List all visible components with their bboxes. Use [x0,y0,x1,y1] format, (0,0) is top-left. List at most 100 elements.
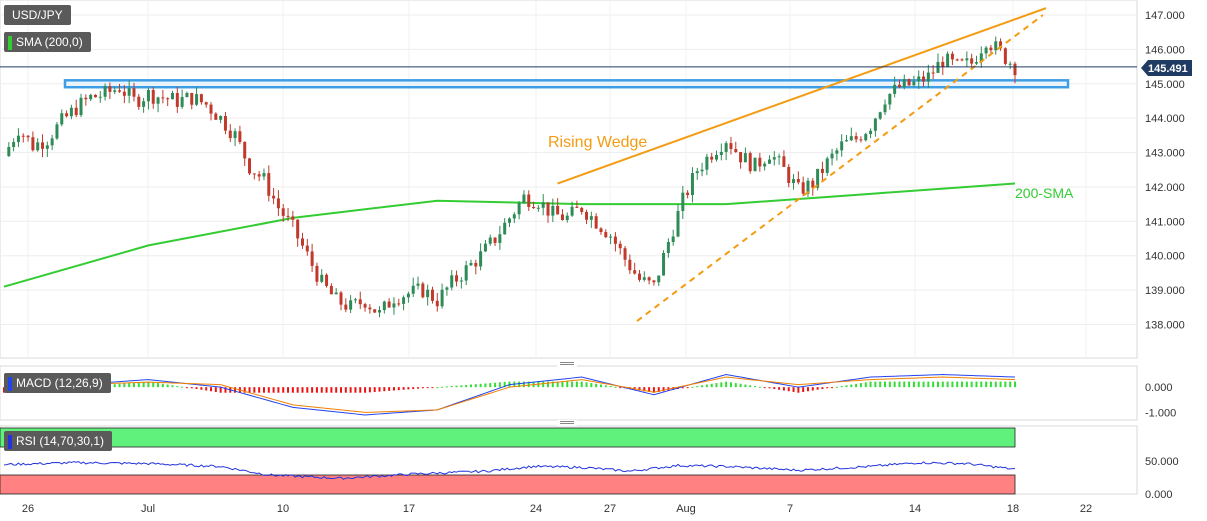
candle-body [108,86,112,92]
macd-hist-bar [113,384,116,388]
candle-body [657,275,661,283]
macd-hist-bar [397,387,400,391]
candle-body [527,194,531,208]
candle-body [113,90,117,92]
candle-body [479,251,483,267]
candle-body [580,207,584,212]
macd-hist-bar [595,383,598,388]
macd-hist-bar [936,381,939,388]
candle-body [223,116,227,131]
candle-body [830,153,834,159]
symbol-tag[interactable]: USD/JPY [4,5,71,25]
macd-hist-bar [657,387,660,392]
candle-body [127,88,131,96]
macd-hist-bar [715,383,718,388]
candle-body [262,173,266,177]
rsi-oversold-zone [0,474,1016,495]
candle-body [695,171,699,174]
candle-body [825,158,829,173]
candle-body [252,173,256,175]
macd-hist-bar [720,382,723,388]
candle-body [585,211,589,220]
macd-hist-bar [132,382,135,388]
wedge-lower-line [636,14,1044,322]
candle-body [907,79,911,86]
macd-hist-bar [922,381,925,388]
macd-hist-bar [845,385,848,388]
macd-hist-bar [152,382,155,388]
macd-hist-bar [498,382,501,388]
macd-hist-bar [864,382,867,388]
macd-hist-bar [547,381,550,388]
candle-body [228,130,232,139]
sma-tag-label: SMA (200,0) [16,35,83,49]
macd-hist-bar [359,387,362,393]
rsi-indicator-tag[interactable]: RSI (14,70,30,1) [4,431,113,451]
macd-hist-bar [272,387,275,393]
candle-body [161,97,165,99]
sma-color-swatch [8,35,12,50]
x-tick-label: 17 [403,503,415,515]
macd-hist-bar [291,387,294,393]
candle-body [974,62,978,64]
macd-hist-bar [782,387,785,391]
macd-hist-bar [696,386,699,388]
candle-body [291,216,295,220]
candle-body [734,149,738,153]
macd-hist-bar [166,384,169,388]
candle-body [565,215,569,221]
macd-hist-bar [614,386,617,388]
macd-hist-bar [961,381,964,388]
candle-body [618,243,622,249]
candle-body [787,166,791,183]
candle-body [859,139,863,141]
sma-indicator-tag[interactable]: SMA (200,0) [4,32,91,52]
macd-resize-handle[interactable] [557,361,577,367]
macd-hist-bar [566,381,569,388]
candle-body [522,194,526,203]
price-marker-text: 145.491 [1148,63,1188,75]
candle-body [517,202,521,215]
candle-body [421,283,425,298]
macd-hist-bar [898,381,901,388]
y-tick-label: 141.000 [1145,216,1185,228]
macd-hist-bar [970,381,973,388]
candle-body [416,283,420,286]
macd-hist-bar [792,387,795,392]
candle-body [686,192,690,196]
macd-hist-bar [681,387,684,389]
macd-hist-bar [368,387,371,393]
macd-hist-bar [951,381,954,388]
macd-hist-bar [248,387,251,393]
macd-hist-bar [176,386,179,388]
rsi-y-axis: 50.000 0.000 [1145,456,1179,501]
macd-hist-bar [181,386,184,388]
candle-body [671,236,675,243]
macd-hist-bar [749,385,752,388]
macd-hist-bar [340,387,342,393]
candle-body [281,208,285,216]
y-tick-label: 138.000 [1145,320,1185,332]
macd-hist-bar [465,384,468,388]
macd-hist-bar [874,381,877,388]
grid [0,0,1137,358]
macd-hist-bar [441,386,444,388]
candle-body [666,242,670,254]
macd-hist-bar [378,387,381,392]
candle-body [637,273,641,280]
candle-body [151,90,155,104]
candle-body [546,202,550,216]
macd-hist-bar [147,381,150,388]
macd-indicator-tag[interactable]: MACD (12,26,9) [4,373,111,393]
macd-hist-bar [469,384,472,388]
candle-body [681,192,685,212]
macd-hist-bar [831,387,834,389]
rsi-tick-label: 50.000 [1145,456,1179,468]
candle-body [190,92,194,105]
price-panel: 147.000 146.000 145.000 144.000 143.000 142.0… [0,0,1192,359]
candle-body [7,146,11,156]
macd-panel-frame [0,365,1138,421]
rsi-resize-handle[interactable] [557,420,577,426]
macd-hist-bar [912,381,915,388]
macd-hist-bar [609,386,612,388]
